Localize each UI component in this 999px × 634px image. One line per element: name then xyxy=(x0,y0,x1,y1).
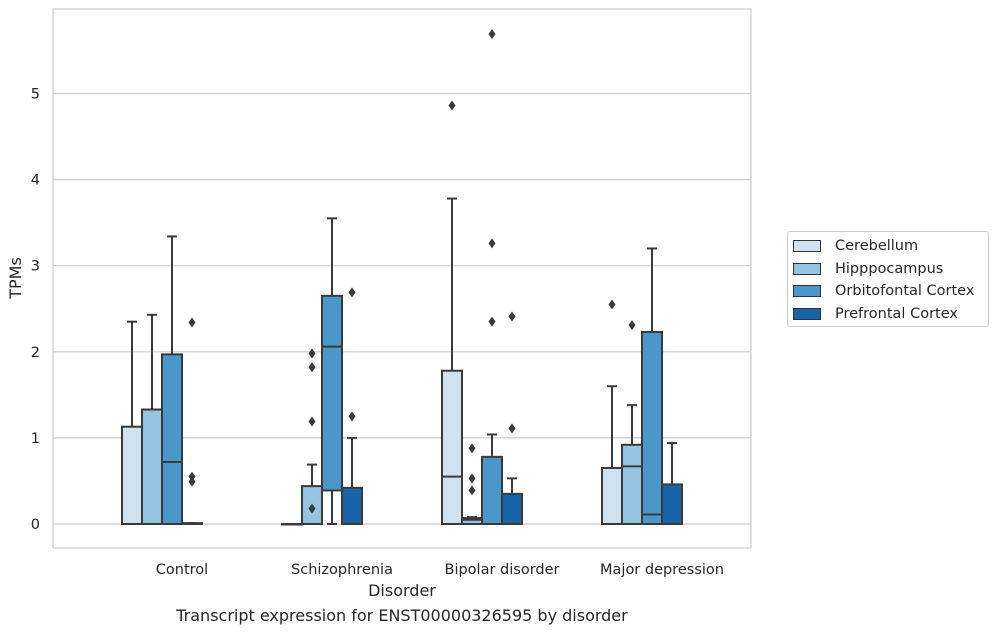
box xyxy=(141,408,163,525)
outlier-point xyxy=(628,320,636,331)
box xyxy=(481,455,503,526)
x-axis-label: Disorder xyxy=(368,581,436,600)
box-cerebellum xyxy=(601,299,623,526)
outlier-point xyxy=(348,411,356,422)
outlier-point xyxy=(488,238,496,249)
box-orbitofontal-cortex xyxy=(641,247,663,526)
legend-item: Cerebellum xyxy=(793,235,988,258)
outlier-point xyxy=(308,503,316,514)
box-cerebellum xyxy=(281,523,303,526)
chart-caption: Transcript expression for ENST0000032659… xyxy=(176,606,628,625)
y-tick-label: 3 xyxy=(31,259,40,275)
outlier-point xyxy=(308,362,316,373)
y-tick-label: 2 xyxy=(31,345,40,361)
box xyxy=(161,353,183,525)
box-prefrontal-cortex xyxy=(181,317,203,525)
box-hipppocampus xyxy=(621,320,643,525)
legend-item: Orbitofontal Cortex xyxy=(793,280,988,303)
x-tick-label: Control xyxy=(156,562,208,578)
box-prefrontal-cortex xyxy=(501,311,523,525)
legend-swatch xyxy=(793,240,821,253)
outlier-point xyxy=(188,476,196,487)
legend-label: Orbitofontal Cortex xyxy=(835,283,975,300)
outlier-point xyxy=(448,100,456,111)
box xyxy=(121,425,143,525)
box xyxy=(341,486,363,526)
box-orbitofontal-cortex xyxy=(321,217,343,525)
box xyxy=(441,369,463,525)
box xyxy=(641,330,663,526)
outlier-point xyxy=(308,348,316,359)
y-tick-label: 4 xyxy=(31,173,40,189)
legend-label: Hipppocampus xyxy=(835,260,944,277)
x-tick-labels: Control Schizophrenia Bipolar disorder Majo… xyxy=(156,562,724,578)
box-prefrontal-cortex xyxy=(661,442,683,526)
y-tick-labels: 0 1 2 3 4 5 xyxy=(31,87,40,534)
outlier-point xyxy=(468,485,476,496)
y-tick-label: 1 xyxy=(31,431,40,447)
outlier-point xyxy=(488,316,496,327)
legend-swatch xyxy=(793,262,821,275)
box xyxy=(321,294,343,492)
box-cerebellum xyxy=(121,320,143,525)
y-tick-label: 0 xyxy=(31,517,40,533)
legend-swatch xyxy=(793,308,821,321)
y-tick-label: 5 xyxy=(31,87,40,103)
x-tick-label: Schizophrenia xyxy=(291,562,393,578)
legend-item: Hipppocampus xyxy=(793,258,988,281)
x-tick-label: Major depression xyxy=(600,562,724,578)
legend-label: Prefrontal Cortex xyxy=(835,306,958,323)
legend-swatch xyxy=(793,285,821,298)
box-plots xyxy=(121,29,683,526)
x-tick-label: Bipolar disorder xyxy=(445,562,560,578)
legend-item: Prefrontal Cortex xyxy=(793,303,988,326)
outlier-point xyxy=(308,416,316,427)
y-axis-label: TPMs xyxy=(6,257,25,300)
box xyxy=(621,443,643,525)
outlier-point xyxy=(468,443,476,454)
outlier-point xyxy=(348,287,356,298)
outlier-point xyxy=(468,473,476,484)
box xyxy=(501,492,523,525)
box xyxy=(601,467,623,526)
outlier-point xyxy=(508,423,516,434)
box-hipppocampus xyxy=(301,348,323,525)
box-hipppocampus xyxy=(141,313,163,525)
outlier-point xyxy=(488,29,496,40)
outlier-point xyxy=(608,299,616,310)
box-orbitofontal-cortex xyxy=(161,235,183,525)
box-prefrontal-cortex xyxy=(341,287,363,526)
box-hipppocampus xyxy=(461,443,483,526)
legend-label: Cerebellum xyxy=(835,238,919,255)
plot-frame xyxy=(52,8,752,549)
outlier-point xyxy=(188,471,196,482)
outlier-point xyxy=(188,317,196,328)
outlier-point xyxy=(508,311,516,322)
box xyxy=(661,483,683,526)
box-cerebellum xyxy=(441,100,463,525)
box-orbitofontal-cortex xyxy=(481,29,503,526)
legend: Cerebellum Hipppocampus Orbitofontal Corte… xyxy=(787,231,989,327)
